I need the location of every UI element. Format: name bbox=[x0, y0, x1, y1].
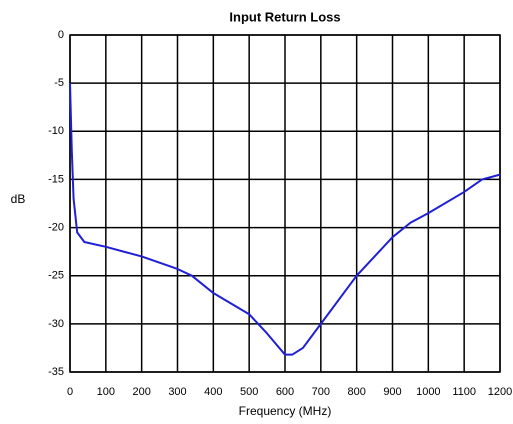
x-tick-label: 800 bbox=[347, 386, 365, 398]
x-tick-label: 1000 bbox=[416, 386, 440, 398]
y-tick-label: -20 bbox=[48, 221, 64, 233]
x-tick-label: 1200 bbox=[488, 386, 512, 398]
x-tick-label: 400 bbox=[204, 386, 222, 398]
x-tick-label: 500 bbox=[240, 386, 258, 398]
chart-title: Input Return Loss bbox=[229, 9, 340, 24]
y-tick-label: -10 bbox=[48, 125, 64, 137]
x-tick-label: 100 bbox=[97, 386, 115, 398]
x-tick-label: 900 bbox=[383, 386, 401, 398]
y-tick-label: -35 bbox=[48, 366, 64, 378]
x-tick-label: 700 bbox=[312, 386, 330, 398]
y-axis-title: dB bbox=[11, 192, 26, 206]
data-line bbox=[69, 83, 501, 356]
y-tick-label: -30 bbox=[48, 318, 64, 330]
x-tick-label: 600 bbox=[276, 386, 294, 398]
y-tick-label: 0 bbox=[58, 29, 64, 41]
y-tick-label: -15 bbox=[48, 173, 64, 185]
x-tick-label: 0 bbox=[67, 386, 73, 398]
x-axis-title: Frequency (MHz) bbox=[239, 404, 332, 418]
x-tick-label: 300 bbox=[168, 386, 186, 398]
x-tick-label: 1100 bbox=[452, 386, 476, 398]
x-tick-label: 200 bbox=[132, 386, 150, 398]
y-tick-label: -25 bbox=[48, 270, 64, 282]
y-tick-label: -5 bbox=[54, 77, 64, 89]
